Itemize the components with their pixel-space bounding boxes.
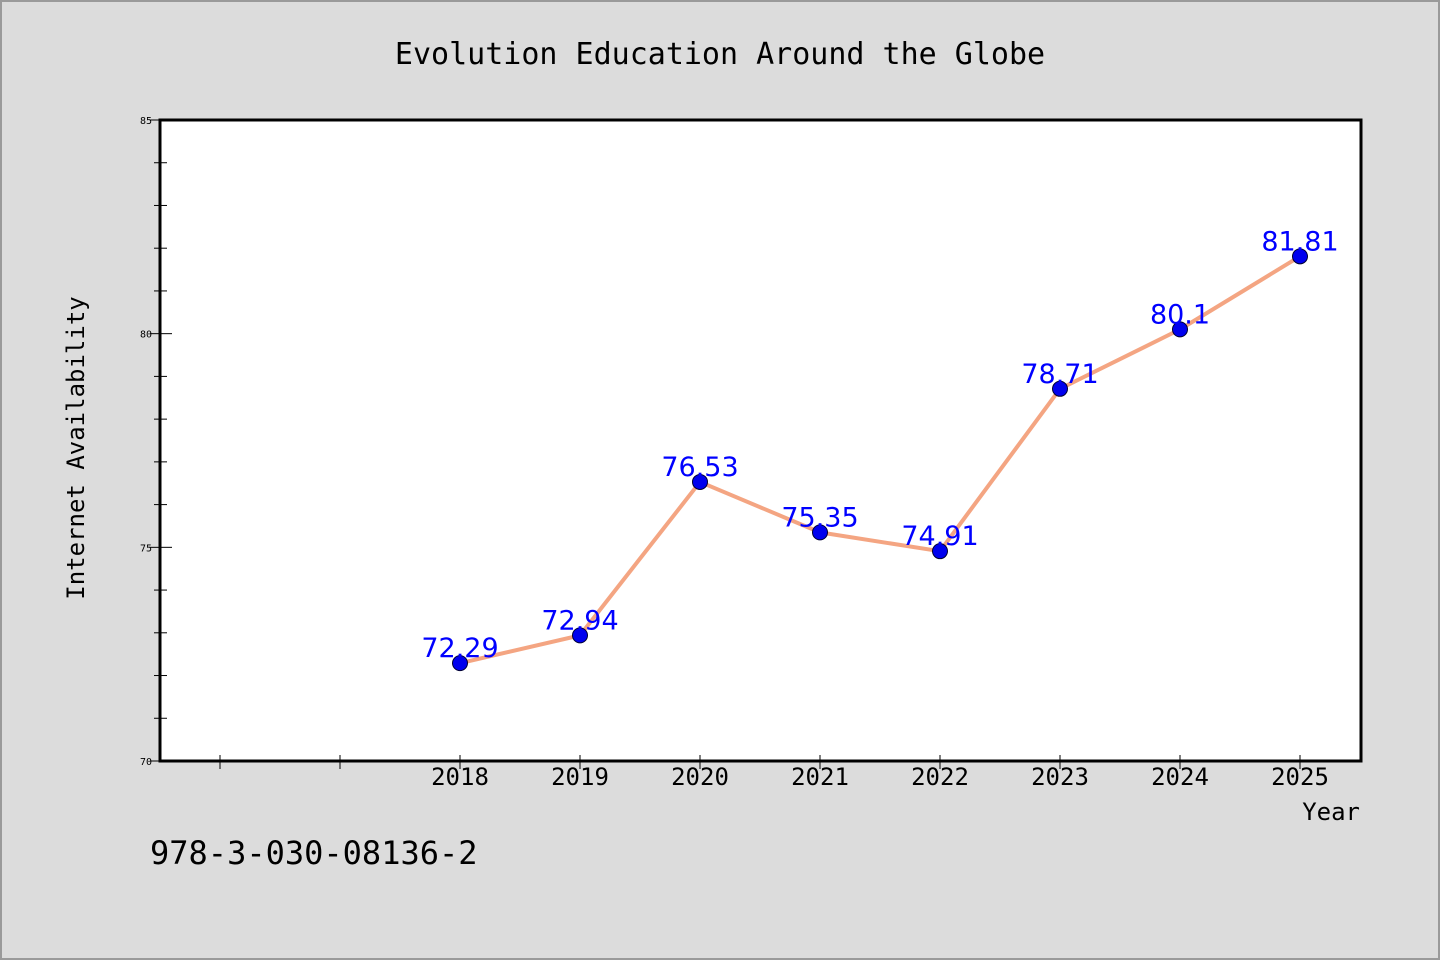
data-label: 74.91 — [901, 521, 978, 552]
data-point — [932, 543, 948, 560]
data-point — [572, 627, 588, 644]
data-label: 81.81 — [1261, 226, 1338, 257]
y-tick-label: 85 — [140, 116, 152, 127]
x-tick-label: 2024 — [1151, 763, 1209, 791]
x-tick-label: 2020 — [671, 763, 729, 791]
plot-area — [158, 118, 1363, 763]
data-point — [692, 473, 708, 490]
x-tick-label: 2021 — [791, 763, 849, 791]
y-tick-label: 70 — [140, 757, 152, 768]
chart-title: Evolution Education Around the Globe — [395, 37, 1045, 72]
y-axis: 70 75 80 85 — [140, 116, 172, 768]
x-tick-label: 2025 — [1271, 763, 1329, 791]
y-tick-label: 75 — [140, 543, 152, 554]
series-group: 72.29 72.94 76.53 75.35 74.91 78.71 80.1 81.81 — [421, 226, 1339, 672]
data-point — [1052, 380, 1068, 397]
series-line — [459, 254, 1302, 666]
data-label: 80.1 — [1150, 299, 1210, 330]
data-point — [452, 655, 468, 672]
x-axis: 2018 2019 2020 2021 2022 2023 2024 2025 — [219, 755, 1329, 791]
x-tick-label: 2022 — [911, 763, 969, 791]
data-label: 72.29 — [421, 633, 498, 664]
data-label: 76.53 — [661, 452, 738, 483]
x-tick-label: 2023 — [1031, 763, 1089, 791]
data-label: 75.35 — [781, 502, 858, 533]
y-axis-label: Internet Availability — [62, 296, 90, 599]
x-tick-label: 2018 — [431, 763, 489, 791]
x-tick-label: 2019 — [551, 763, 609, 791]
data-label: 78.71 — [1021, 359, 1098, 390]
data-label: 72.94 — [541, 605, 618, 636]
x-axis-label: Year — [1302, 798, 1360, 826]
footer-text: 978-3-030-08136-2 — [150, 834, 478, 872]
data-point — [812, 524, 828, 541]
data-point — [1292, 248, 1308, 265]
data-point — [1172, 321, 1188, 338]
y-tick-label: 80 — [140, 330, 152, 341]
